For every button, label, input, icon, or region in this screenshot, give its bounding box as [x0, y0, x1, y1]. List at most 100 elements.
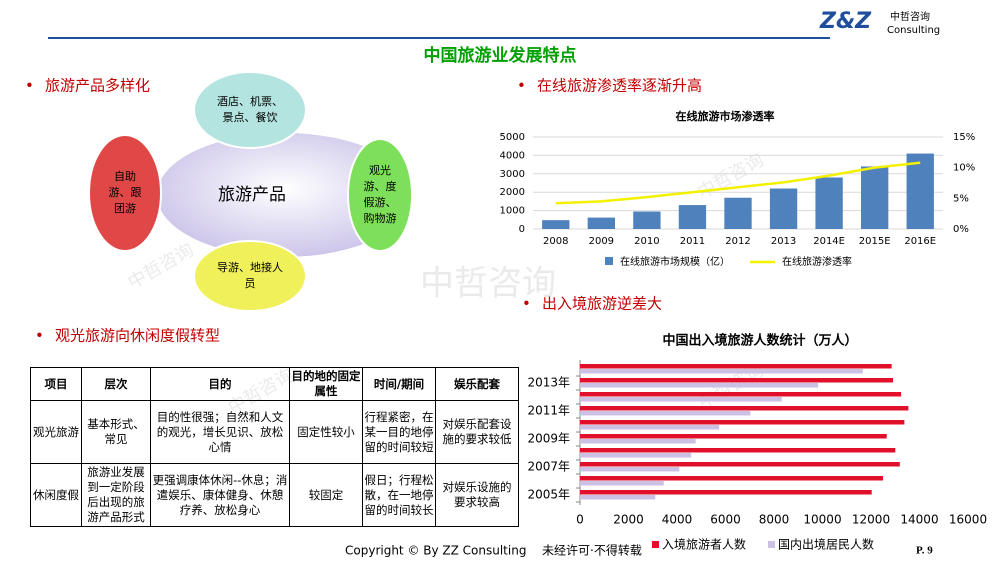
header-cell: 时间/期间	[362, 367, 436, 401]
cell: 目的性很强；自然和人文的观光，增长见识、放松心情	[150, 400, 290, 464]
y-tick-label: 2005年	[527, 488, 570, 502]
cell: 对娱乐配套设施的要求较低	[435, 400, 519, 464]
copyright: Copyright © By ZZ Consulting	[345, 544, 526, 558]
y2-tick-label: 10%	[953, 163, 975, 174]
x-tick-label: 2011	[680, 236, 705, 247]
node-label: 员	[245, 277, 256, 290]
cell: 固定性较小	[289, 400, 363, 464]
logo: Z&Z	[819, 9, 872, 34]
y2-tick-label: 0%	[953, 224, 969, 235]
legend-label: 入境旅游者人数	[662, 537, 746, 552]
page-number: P. 9	[916, 545, 933, 557]
node	[193, 240, 307, 312]
bar	[580, 462, 900, 467]
bullet: •	[35, 327, 44, 345]
bar	[580, 378, 894, 383]
x-tick-label: 2010	[634, 236, 659, 247]
cell: 基本形式、常见	[81, 400, 151, 464]
bar	[580, 453, 692, 458]
legend-label: 在线旅游市场规模（亿）	[620, 255, 730, 268]
bar	[580, 434, 887, 439]
notice: 未经许可·不得转载	[542, 543, 642, 558]
x-tick-label: 12000	[852, 513, 890, 527]
header-cell: 层次	[81, 367, 151, 401]
x-tick-label: 2013	[771, 236, 796, 247]
section-heading: 旅游产品多样化	[45, 77, 150, 95]
sections: • 旅游产品多样化 • 在线旅游渗透率逐渐升高 • 出入境旅游逆差大 • 观光旅…	[25, 77, 702, 345]
x-tick-label: 2014E	[813, 236, 845, 247]
y-tick-label: 3000	[500, 169, 525, 180]
diagram: 旅游产品	[88, 71, 413, 312]
header-cell: 目的	[150, 367, 290, 401]
line	[555, 161, 921, 205]
y-tick-label: 1000	[500, 206, 525, 217]
node	[88, 134, 162, 252]
bullet: •	[517, 77, 526, 95]
bar	[580, 476, 883, 481]
bar	[580, 481, 664, 486]
header-cell: 目的地的固定属性	[289, 367, 363, 401]
node-label: 假游、	[364, 195, 397, 209]
y-tick-label: 2000	[500, 187, 525, 198]
y2-tick-label: 15%	[953, 132, 975, 143]
section-heading: 出入境旅游逆差大	[542, 295, 662, 313]
header-cell: 娱乐配套	[435, 367, 519, 401]
bullet: •	[25, 77, 34, 95]
bar	[633, 211, 661, 229]
bar	[769, 188, 798, 229]
cell: 观光旅游	[30, 400, 82, 464]
cell: 旅游业发展到一定阶段后出现的旅游产品形式	[81, 463, 151, 527]
node	[193, 71, 307, 149]
section-heading: 在线旅游渗透率逐渐升高	[537, 77, 702, 95]
bar	[580, 364, 892, 369]
x-tick-label: 10000	[803, 513, 841, 527]
node-label: 游、跟	[109, 186, 142, 199]
company: 中哲咨询	[890, 10, 930, 23]
x-tick-label: 2012	[725, 236, 750, 247]
watermark: 中哲咨询	[420, 264, 556, 304]
x-tick-label: 16000	[949, 513, 987, 527]
y-tick-label: 0	[519, 224, 525, 235]
x-tick-label: 8000	[759, 513, 790, 527]
bar	[906, 153, 934, 229]
company-en: Consulting	[887, 25, 940, 36]
header-cell: 项目	[30, 367, 82, 401]
x-tick-label: 2009	[589, 236, 614, 247]
y-tick-label: 2013年	[527, 376, 570, 390]
node-label: 酒店、机票、	[217, 94, 283, 108]
x-tick-label: 2016E	[904, 236, 936, 247]
legend-label: 国内出境居民人数	[778, 537, 874, 552]
bar	[580, 392, 902, 397]
y-tick-label: 5000	[500, 132, 525, 143]
cell: 较固定	[289, 463, 363, 527]
y2-tick-label: 5%	[953, 193, 969, 204]
bar	[542, 220, 570, 229]
bar	[580, 448, 896, 453]
bar	[580, 406, 909, 411]
legend-label: 在线旅游渗透率	[782, 255, 852, 268]
bar	[580, 411, 751, 416]
cell: 休闲度假	[30, 463, 82, 527]
bar	[587, 217, 615, 229]
node-label: 景点、餐饮	[223, 110, 278, 124]
bar	[861, 166, 889, 229]
bar	[580, 495, 656, 500]
legend-swatch	[652, 541, 659, 548]
cell: 行程紧密，在某一目的地停留的时间较短	[362, 400, 436, 464]
x-tick-label: 0	[576, 513, 584, 527]
node	[347, 138, 413, 252]
x-tick-label: 4000	[662, 513, 693, 527]
x-tick-label: 2015E	[859, 236, 891, 247]
node-label: 自助	[114, 169, 136, 183]
legend-swatch	[768, 541, 775, 548]
center-label: 旅游产品	[218, 185, 286, 205]
y-tick-label: 2007年	[527, 460, 570, 474]
node-label: 购物游	[364, 211, 397, 225]
bar	[580, 467, 680, 472]
node-label: 观光	[369, 163, 391, 177]
cell: 更强调康体休闲--休息；消遣娱乐、康体健身、休憩疗养、放松身心	[150, 463, 290, 527]
bar	[580, 425, 720, 430]
bullet: •	[522, 295, 531, 313]
